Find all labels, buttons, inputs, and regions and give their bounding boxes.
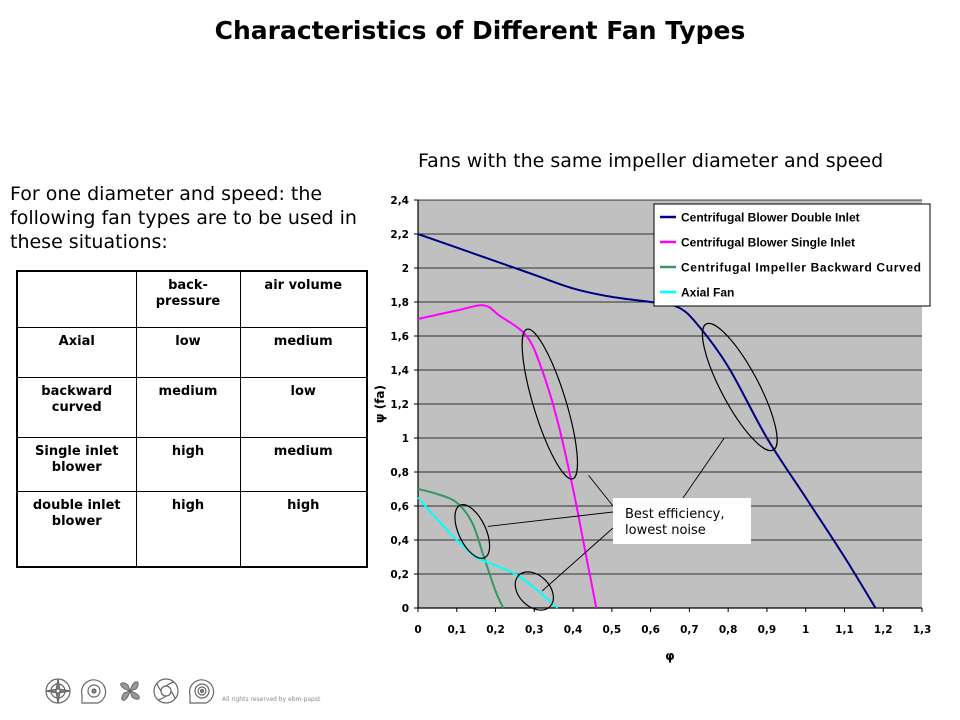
x-tick-label: 0,6	[641, 624, 660, 636]
leader-line	[541, 527, 614, 592]
table-header-cell: air volume	[239, 270, 368, 328]
y-tick-label: 0,2	[390, 569, 409, 581]
copyright-text: All rights reserved by ebm-papst	[222, 696, 321, 703]
y-tick-label: 2	[402, 263, 409, 275]
table-row: Axial low medium	[16, 326, 368, 378]
x-tick-label: 1,3	[913, 624, 932, 636]
x-tick-label: 1	[802, 624, 809, 636]
y-tick-label: 2,2	[390, 229, 409, 241]
y-tick-label: 1,4	[390, 365, 409, 377]
axial-propeller-icon	[120, 681, 140, 701]
table-cell: low	[135, 326, 241, 378]
y-axis-label: ψ (fa)	[373, 385, 387, 423]
table-cell: low	[239, 376, 368, 438]
x-tick-label: 1,1	[835, 624, 854, 636]
table-cell: high	[239, 490, 368, 568]
table-cell: backward curved	[16, 376, 137, 438]
y-tick-label: 0,6	[390, 501, 409, 513]
series-line-2	[417, 488, 505, 609]
x-tick-label: 0,9	[758, 624, 777, 636]
intro-text: For one diameter and speed: the followin…	[10, 183, 357, 253]
table-row: Single inlet blower high medium	[16, 436, 368, 492]
table-header-cell: back-pressure	[135, 270, 241, 328]
table-cell: Axial	[16, 326, 137, 378]
table-cell: medium	[135, 376, 241, 438]
y-tick-label: 1	[402, 433, 409, 445]
double-inlet-blower-icon	[188, 679, 215, 704]
x-tick-label: 0,2	[486, 624, 505, 636]
annotation-text: Best efficiency, lowest noise	[625, 507, 724, 538]
x-tick-label: 0,5	[603, 624, 622, 636]
table-cell: high	[135, 490, 241, 568]
y-tick-label: 0	[402, 603, 409, 615]
x-axis-label: φ	[665, 649, 674, 663]
efficiency-ellipse	[521, 328, 579, 480]
page-title: Characteristics of Different Fan Types	[214, 16, 746, 45]
x-tick-label: 0,1	[447, 624, 466, 636]
table-row: double inlet blower high high	[16, 490, 368, 568]
legend-label: Centrifugal Blower Single Inlet	[681, 236, 855, 250]
annotation-box	[613, 498, 751, 544]
leader-line	[487, 511, 614, 527]
legend	[653, 203, 931, 307]
efficiency-ellipse	[514, 571, 554, 611]
series-line-1	[417, 304, 598, 609]
legend-label: Centrifugal Impeller Backward Curved	[681, 261, 921, 275]
backward-impeller-icon	[153, 678, 179, 704]
chart-subtitle: Fans with the same impeller diameter and…	[418, 150, 884, 172]
efficiency-ellipse	[701, 322, 778, 452]
y-tick-label: 0,4	[390, 535, 409, 547]
x-tick-label: 0,7	[680, 624, 699, 636]
y-tick-label: 0,8	[390, 467, 409, 479]
table-cell: high	[135, 436, 241, 492]
legend-label: Axial Fan	[681, 286, 734, 300]
legend-label: Centrifugal Blower Double Inlet	[681, 211, 860, 225]
x-tick-label: 1,2	[874, 624, 893, 636]
y-tick-label: 2,4	[390, 195, 409, 207]
leader-line	[682, 437, 725, 499]
table-cell: double inlet blower	[16, 490, 137, 568]
footer-icons	[45, 678, 215, 704]
y-tick-label: 1,2	[390, 399, 409, 411]
x-tick-label: 0,4	[564, 624, 583, 636]
series-line-3	[417, 496, 559, 609]
y-tick-label: 1,8	[390, 297, 409, 309]
y-tick-label: 1,6	[390, 331, 409, 343]
table-cell: Single inlet blower	[16, 436, 137, 492]
leader-line	[588, 475, 614, 507]
table-cell: medium	[239, 326, 368, 378]
efficiency-ellipse	[454, 504, 491, 559]
x-tick-label: 0	[414, 624, 421, 636]
fan-characteristics-chart: 0 0,2 0,4 0,6 0,8 1 1,2 1,4 1,6 1,8 2 2,2 2,4 0 0,1 0,2…	[373, 195, 932, 663]
blower-icon	[80, 679, 107, 704]
table-cell: medium	[239, 436, 368, 492]
table-row: backward curved medium low	[16, 376, 368, 438]
x-tick-label: 0,8	[719, 624, 738, 636]
fan-type-table: back-pressure air volume Axial low mediu…	[16, 270, 368, 568]
compass-fan-icon	[45, 678, 71, 704]
x-tick-label: 0,3	[525, 624, 544, 636]
table-header-cell	[16, 270, 137, 328]
table-header-row: back-pressure air volume	[16, 270, 368, 328]
